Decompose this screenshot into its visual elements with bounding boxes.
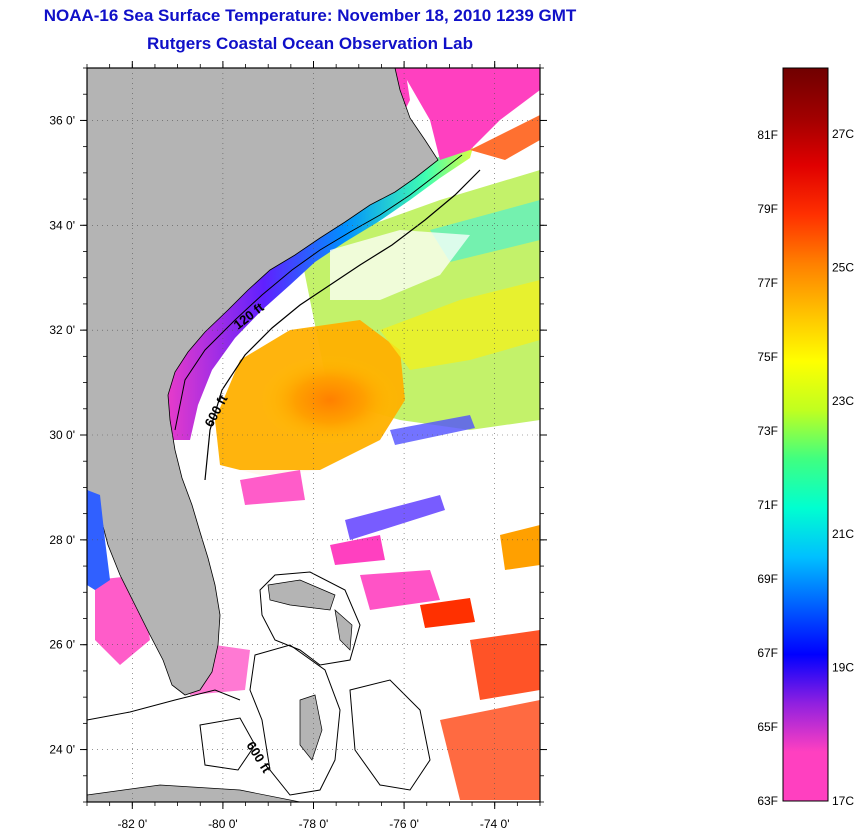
orange-patch xyxy=(500,525,540,570)
contour-cay-sal xyxy=(199,717,256,771)
red-patch-3 xyxy=(440,700,540,800)
graticule xyxy=(87,68,540,802)
purple-streak-2 xyxy=(390,415,475,445)
contour-600ft xyxy=(204,169,481,481)
warm-core xyxy=(260,355,400,445)
colorbar-f-label: 75F xyxy=(757,350,778,364)
northern-cold-water xyxy=(400,68,540,160)
gulf-coast-cold-strip xyxy=(87,490,110,590)
magenta-patch-3 xyxy=(360,570,440,610)
lon-label: -78 0' xyxy=(299,817,329,831)
lat-label: 36 0' xyxy=(49,113,75,127)
colorbar-c-label: 23C xyxy=(832,394,854,408)
magenta-patch-2 xyxy=(330,535,385,565)
longitude-labels: -82 0' -80 0' -78 0' -76 0' -74 0' xyxy=(117,817,509,831)
red-patch-2 xyxy=(470,630,540,700)
sst-field xyxy=(87,68,540,802)
purple-streak-1 xyxy=(345,495,445,540)
lat-label: 24 0' xyxy=(49,743,75,757)
colorbar-f-label: 79F xyxy=(757,202,778,216)
magenta-patch-1 xyxy=(240,470,305,505)
land-bahamas-abaco xyxy=(334,609,353,651)
land-bahamas-andros xyxy=(299,694,323,761)
colorbar-f-label: 69F xyxy=(757,572,778,586)
colorbar-fahrenheit-labels: 81F 79F 77F 75F 73F 71F 69F 67F 65F 63F xyxy=(757,128,778,808)
contour-bahamas-banks xyxy=(259,571,361,666)
colorbar-f-label: 65F xyxy=(757,720,778,734)
land-southeast-us xyxy=(87,68,439,696)
lat-label: 28 0' xyxy=(49,533,75,547)
contour-120ft xyxy=(174,154,463,431)
colorbar-f-label: 73F xyxy=(757,424,778,438)
lat-label: 34 0' xyxy=(49,218,75,232)
lat-label: 26 0' xyxy=(49,638,75,652)
latitude-labels: 36 0' 34 0' 32 0' 30 0' 28 0' 26 0' 24 0' xyxy=(49,113,75,756)
contour-great-bahama-bank xyxy=(249,644,341,796)
colorbar-f-label: 67F xyxy=(757,646,778,660)
cloud-mass-north xyxy=(330,230,470,300)
contour-florida-straits xyxy=(87,689,241,721)
red-patch-1 xyxy=(420,598,475,628)
lon-label: -80 0' xyxy=(208,817,238,831)
colorbar-c-label: 21C xyxy=(832,527,854,541)
colorbar xyxy=(782,67,829,802)
lon-label: -76 0' xyxy=(389,817,419,831)
land-bahamas-grand xyxy=(267,579,336,611)
cape-hatteras-plume xyxy=(470,115,540,160)
contour-south-banks xyxy=(349,679,431,791)
lon-label: -74 0' xyxy=(480,817,510,831)
colorbar-f-label: 81F xyxy=(757,128,778,142)
colorbar-c-label: 17C xyxy=(832,794,854,808)
colorbar-f-label: 71F xyxy=(757,498,778,512)
colorbar-celsius-labels: 27C 25C 23C 21C 19C 17C xyxy=(832,127,854,808)
land-cuba-edge xyxy=(87,784,301,802)
colorbar-f-label: 77F xyxy=(757,276,778,290)
yellow-band xyxy=(380,280,540,370)
colorbar-c-label: 27C xyxy=(832,127,854,141)
colorbar-c-label: 25C xyxy=(832,260,854,274)
colorbar-f-label: 63F xyxy=(757,794,778,808)
map-title: NOAA-16 Sea Surface Temperature: Novembe… xyxy=(43,6,577,25)
colorbar-c-label: 19C xyxy=(832,661,854,675)
lon-label: -82 0' xyxy=(117,817,147,831)
lat-label: 32 0' xyxy=(49,323,75,337)
axis-ticks xyxy=(80,61,547,809)
map-subtitle: Rutgers Coastal Ocean Observation Lab xyxy=(147,34,473,53)
lat-label: 30 0' xyxy=(49,428,75,442)
